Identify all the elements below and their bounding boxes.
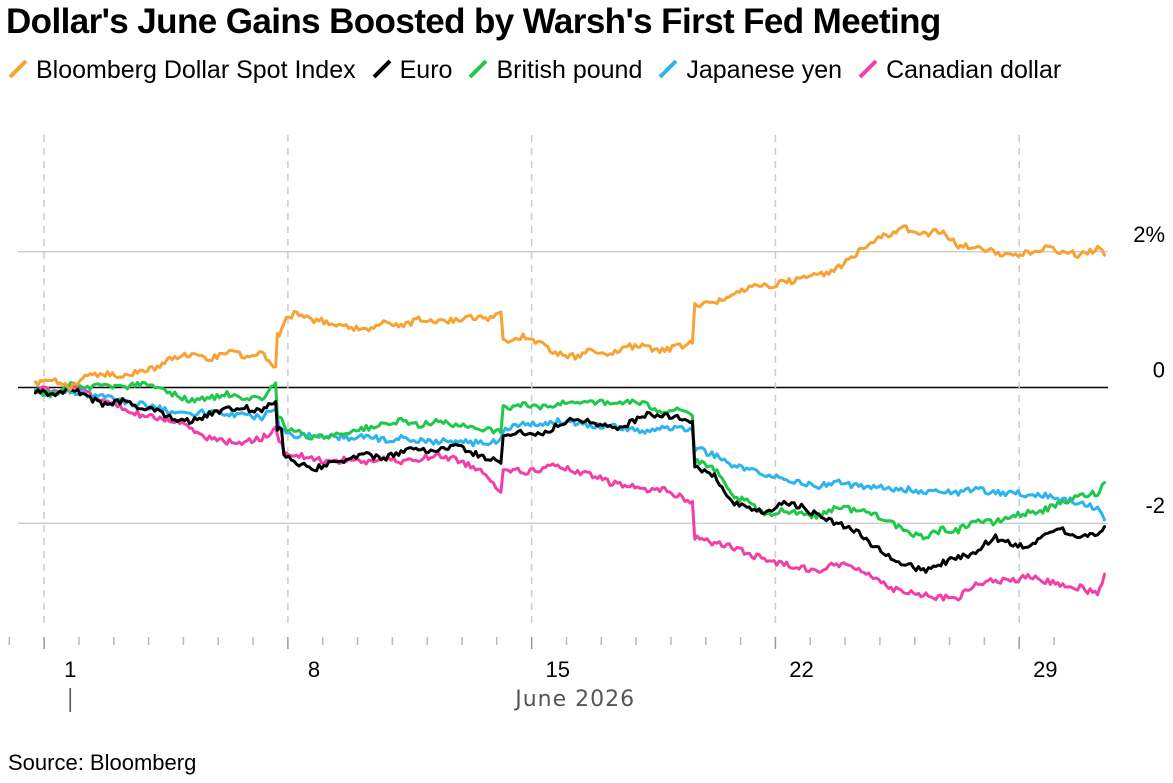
chart-legend: Bloomberg Dollar Spot Index Euro British p… <box>8 54 1108 87</box>
x-tick-label: 1 <box>64 657 76 682</box>
gridlines <box>18 135 1108 625</box>
x-tick-label: 22 <box>789 657 813 682</box>
pound-line <box>33 380 1106 541</box>
series-lines <box>33 224 1106 602</box>
y-tick-label: -2 <box>1145 493 1165 518</box>
legend-label: Canadian dollar <box>886 56 1062 84</box>
source-note: Source: Bloomberg <box>8 750 197 775</box>
dollar-index-line <box>33 224 1106 392</box>
legend-item: Canadian dollar <box>858 54 1061 87</box>
axis-labels: 2% 0 -2 1 8 15 22 29 June 2026 <box>64 222 1165 712</box>
chart-title: Dollar's June Gains Boosted by Warsh's F… <box>6 2 941 41</box>
legend-swatch-icon <box>8 55 28 79</box>
cad-line <box>33 385 1106 602</box>
legend-item: British pound <box>468 54 642 87</box>
x-tick-label: 29 <box>1033 657 1057 682</box>
yen-line <box>33 387 1106 522</box>
legend-item: Japanese yen <box>658 54 842 87</box>
x-tick-label: 8 <box>308 657 320 682</box>
y-tick-label: 0 <box>1153 358 1165 383</box>
legend-label: Bloomberg Dollar Spot Index <box>36 56 356 84</box>
legend-swatch-icon <box>372 55 392 79</box>
legend-item: Bloomberg Dollar Spot Index <box>8 54 356 87</box>
x-axis-title: June 2026 <box>513 687 635 712</box>
x-tick-label: 15 <box>546 657 570 682</box>
y-tick-label: 2% <box>1133 222 1165 247</box>
legend-swatch-icon <box>658 55 678 79</box>
legend-label: Euro <box>399 56 453 84</box>
legend-label: British pound <box>496 56 643 84</box>
euro-line <box>33 385 1106 574</box>
x-axis-ticks <box>8 637 1055 712</box>
legend-item: Euro <box>372 54 453 87</box>
legend-label: Japanese yen <box>686 56 843 84</box>
legend-swatch-icon <box>468 55 488 79</box>
legend-swatch-icon <box>858 55 878 79</box>
